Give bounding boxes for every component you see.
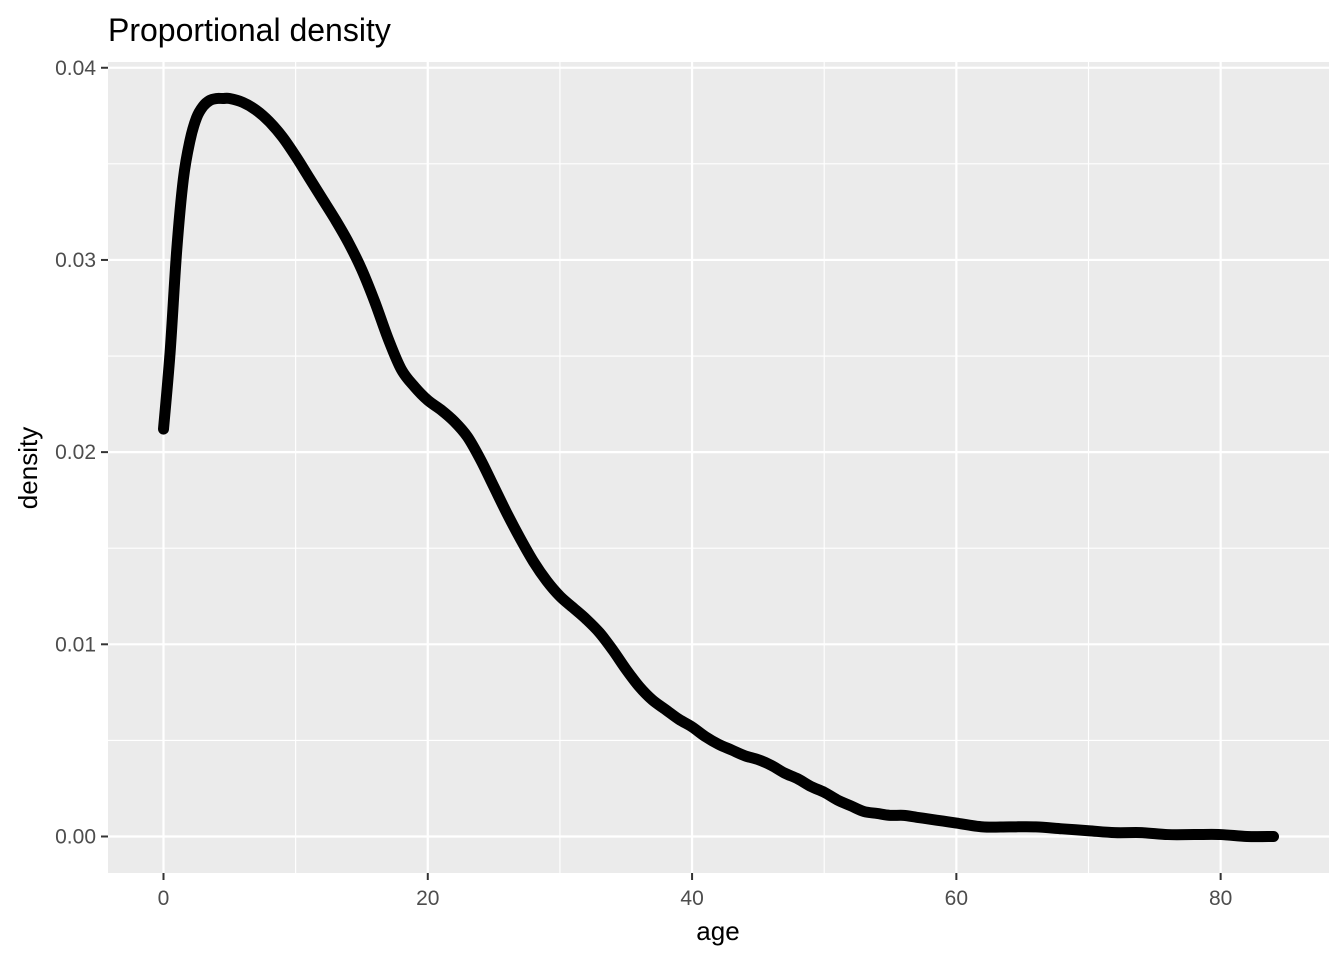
y-tick-label-1: 0.01 (55, 633, 96, 656)
series-layer (158, 92, 1279, 843)
x-axis-title: age (696, 916, 739, 946)
x-axis: 0 20 40 60 80 (158, 873, 1232, 910)
y-tick-label-2: 0.02 (55, 441, 96, 464)
y-axis: 0.00 0.01 0.02 0.03 0.04 (55, 57, 108, 848)
x-tick-label-1: 20 (416, 887, 439, 910)
x-tick-label-2: 40 (680, 887, 703, 910)
x-tick-label-4: 80 (1209, 887, 1232, 910)
y-axis-title: density (13, 427, 43, 509)
plot-panel (108, 62, 1329, 873)
chart-title: Proportional density (108, 12, 391, 48)
y-tick-label-3: 0.03 (55, 249, 96, 272)
y-tick-label-0: 0.00 (55, 825, 96, 848)
density-line-0 (158, 92, 1279, 843)
y-tick-label-4: 0.04 (55, 57, 96, 80)
x-tick-label-3: 60 (945, 887, 968, 910)
x-tick-label-0: 0 (158, 887, 170, 910)
